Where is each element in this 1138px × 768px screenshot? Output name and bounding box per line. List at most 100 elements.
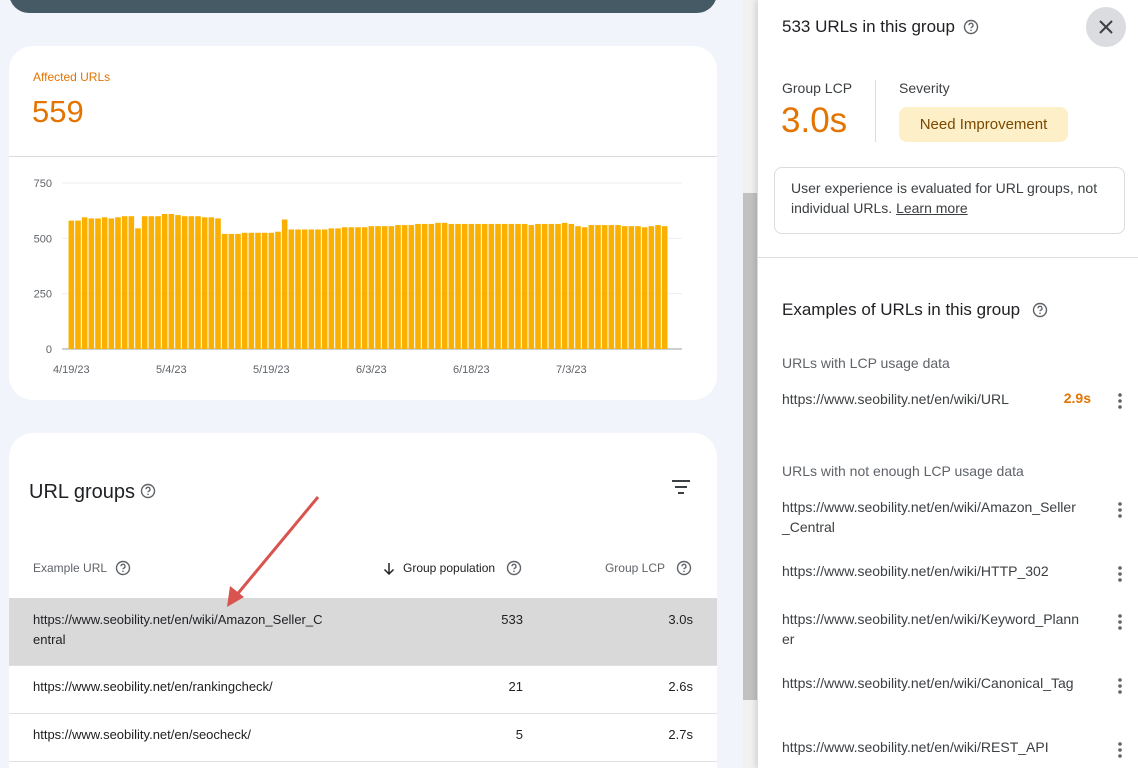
help-icon[interactable]: [963, 19, 979, 35]
examples-title: Examples of URLs in this group: [782, 300, 1021, 319]
bar: [488, 223, 495, 349]
annotation-arrow: [227, 496, 320, 607]
bar: [328, 228, 335, 349]
bar: [528, 225, 535, 349]
bar: [248, 232, 255, 349]
bar: [348, 227, 355, 349]
bar: [261, 232, 268, 349]
info-text: User experience is evaluated for URL gro…: [791, 180, 1098, 216]
severity-badge: Need Improvement: [899, 107, 1068, 142]
bar: [381, 226, 388, 349]
more-menu[interactable]: [1117, 613, 1123, 631]
bar: [115, 217, 121, 349]
example-url[interactable]: https://www.seobility.net/en/wiki/HTTP_3…: [782, 563, 1049, 579]
help-icon[interactable]: [140, 483, 156, 499]
bar: [555, 223, 561, 349]
bar: [255, 232, 261, 349]
bar: [268, 232, 275, 349]
y-tick-label: 0: [46, 344, 52, 356]
bar: [148, 216, 155, 349]
bar: [341, 227, 348, 349]
table-row[interactable]: https://www.seobility.net/en/seocheck/5 2…: [9, 713, 717, 762]
bar: [128, 216, 135, 349]
x-tick-label: 5/4/23: [156, 364, 187, 376]
bar: [168, 213, 175, 349]
bar: [481, 223, 488, 349]
more-menu[interactable]: [1117, 565, 1123, 583]
bar: [601, 225, 608, 349]
lcp-cell: 2.7s: [668, 727, 693, 742]
bar: [521, 223, 528, 349]
bar: [475, 223, 481, 349]
bar: [208, 217, 215, 349]
learn-more-link[interactable]: Learn more: [896, 200, 968, 216]
bar: [155, 216, 161, 349]
more-menu[interactable]: [1117, 392, 1123, 410]
help-icon[interactable]: [115, 560, 131, 576]
example-url[interactable]: https://www.seobility.net/en/wiki/REST_A…: [782, 739, 1049, 755]
bar: [101, 217, 108, 349]
help-icon[interactable]: [506, 560, 522, 576]
bar: [575, 226, 581, 349]
lcp-label: Group LCP: [782, 80, 853, 96]
bar: [561, 222, 568, 349]
help-icon[interactable]: [1032, 302, 1048, 318]
bar: [75, 220, 81, 349]
scrollbar-thumb[interactable]: [743, 193, 757, 700]
example-url[interactable]: https://www.seobility.net/en/wiki/Canoni…: [782, 675, 1074, 691]
table-row[interactable]: https://www.seobility.net/en/wiki/Amazon…: [9, 598, 717, 666]
example-url[interactable]: https://www.seobility.net/en/wiki/URL: [782, 391, 1009, 407]
bar: [188, 216, 195, 349]
bar: [335, 228, 341, 349]
summary-value: 559: [32, 94, 84, 129]
bar: [535, 223, 541, 349]
subsection-title: URLs with not enough LCP usage data: [782, 463, 1024, 479]
more-menu[interactable]: [1117, 677, 1123, 695]
panel-title: 533 URLs in this group: [782, 17, 955, 36]
more-menu[interactable]: [1117, 501, 1123, 519]
bar: [228, 233, 235, 349]
example-url[interactable]: https://www.seobility.net/en/wiki/Keywor…: [782, 611, 1079, 647]
bar: [108, 218, 115, 349]
population-cell: 21: [508, 679, 523, 694]
bar: [288, 229, 295, 349]
top-bar: [9, 0, 717, 13]
bar: [455, 223, 461, 349]
bar: [88, 218, 95, 349]
divider: [758, 257, 1138, 258]
column-header[interactable]: Group population: [403, 561, 496, 575]
bar: [375, 226, 381, 349]
close-button[interactable]: [1086, 7, 1126, 47]
bar: [388, 226, 395, 349]
bar: [581, 227, 588, 349]
bar: [195, 216, 201, 349]
bar: [615, 225, 621, 349]
bar: [308, 229, 315, 349]
scrollbar[interactable]: [743, 0, 757, 768]
bar: [661, 226, 668, 349]
example-url[interactable]: https://www.seobility.net/en/wiki/Amazon…: [782, 499, 1076, 535]
divider: [9, 156, 717, 157]
help-icon[interactable]: [676, 560, 692, 576]
sort-icon[interactable]: [383, 562, 395, 576]
chart: 0 250 500 750 4/19/23 5/4/23 5/19/23 6/3/23 6/18…: [34, 178, 682, 376]
more-menu[interactable]: [1117, 741, 1123, 759]
filter-icon[interactable]: [671, 479, 691, 495]
bar: [401, 225, 408, 349]
bar: [241, 232, 248, 349]
bar: [295, 229, 301, 349]
bar: [621, 226, 628, 349]
table-row[interactable]: https://www.seobility.net/en/rankingchec…: [9, 665, 717, 714]
column-header: Example URL: [33, 561, 108, 575]
severity-label: Severity: [899, 80, 950, 96]
y-tick-label: 500: [34, 233, 52, 245]
bar: [368, 226, 375, 349]
bar: [355, 227, 361, 349]
bar: [441, 222, 448, 349]
bar: [141, 216, 148, 349]
bar: [215, 218, 221, 349]
url-groups-card: URL groups Example URL Group population …: [9, 433, 717, 768]
y-tick-label: 250: [34, 289, 52, 301]
bar: [121, 216, 128, 349]
